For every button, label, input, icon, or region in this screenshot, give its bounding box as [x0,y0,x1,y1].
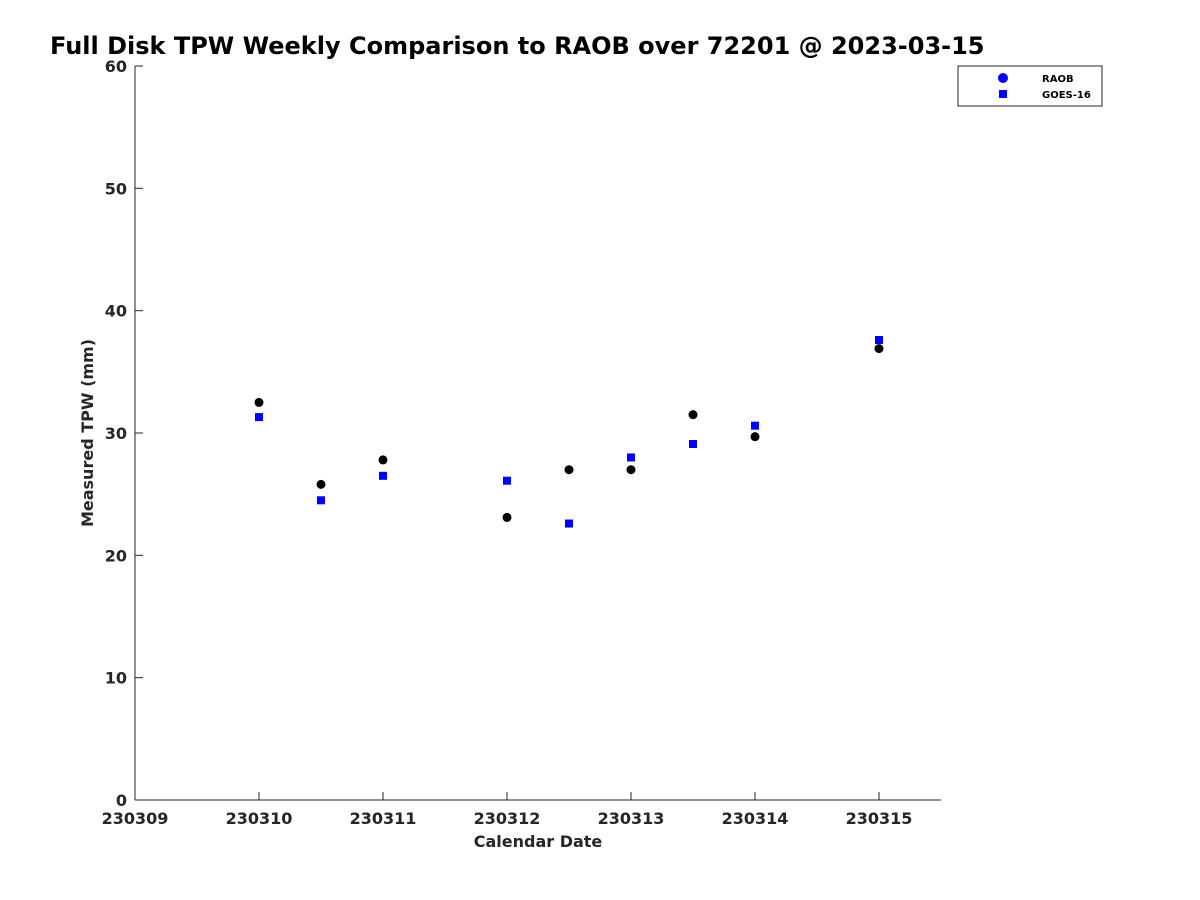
goes-16-point [627,453,635,462]
raob-point [254,397,264,407]
raob-point [626,465,636,475]
legend-label-raob: RAOB [1042,74,1074,85]
x-tick-label: 230313 [598,809,665,828]
raob-point [688,410,698,420]
legend-marker-raob [998,73,1008,83]
y-tick-label: 30 [105,424,127,443]
raob-point [750,432,760,442]
x-axis-label: Calendar Date [474,832,603,851]
goes-16-point [317,496,325,505]
y-tick-label: 0 [116,791,127,810]
goes-16-point [875,336,883,345]
raob-point [564,465,574,475]
legend-box [957,65,1103,107]
raob-point [378,455,388,465]
x-tick-label: 230314 [722,809,789,828]
x-tick-label: 230311 [350,809,417,828]
y-tick-label: 60 [105,57,127,76]
goes-16-point [379,471,387,480]
goes-16-point [503,476,511,485]
legend: RAOB GOES-16 [957,65,1103,107]
chart-title: Full Disk TPW Weekly Comparison to RAOB … [50,32,985,60]
x-tick-label: 230310 [226,809,293,828]
legend-label-goes-16: GOES-16 [1042,90,1091,101]
goes-16-point [689,440,697,449]
goes-16-point [751,421,759,430]
legend-marker-goes-16 [999,90,1007,98]
raob-point [502,512,512,522]
data-marks [254,336,884,528]
y-tick-label: 40 [105,302,127,321]
raob-point [874,344,884,354]
y-tick-label: 20 [105,546,127,565]
goes-16-point [565,519,573,528]
tick-group: 230309 230310 230311 230312 230313 230314 2303… [102,57,913,828]
y-tick-label: 50 [105,179,127,198]
x-tick-label: 230315 [846,809,913,828]
y-axis-label: Measured TPW (mm) [78,339,97,527]
y-tick-label: 10 [105,669,127,688]
x-tick-label: 230312 [474,809,541,828]
raob-point [316,479,326,489]
x-tick-label: 230309 [102,809,169,828]
goes-16-point [255,413,263,422]
